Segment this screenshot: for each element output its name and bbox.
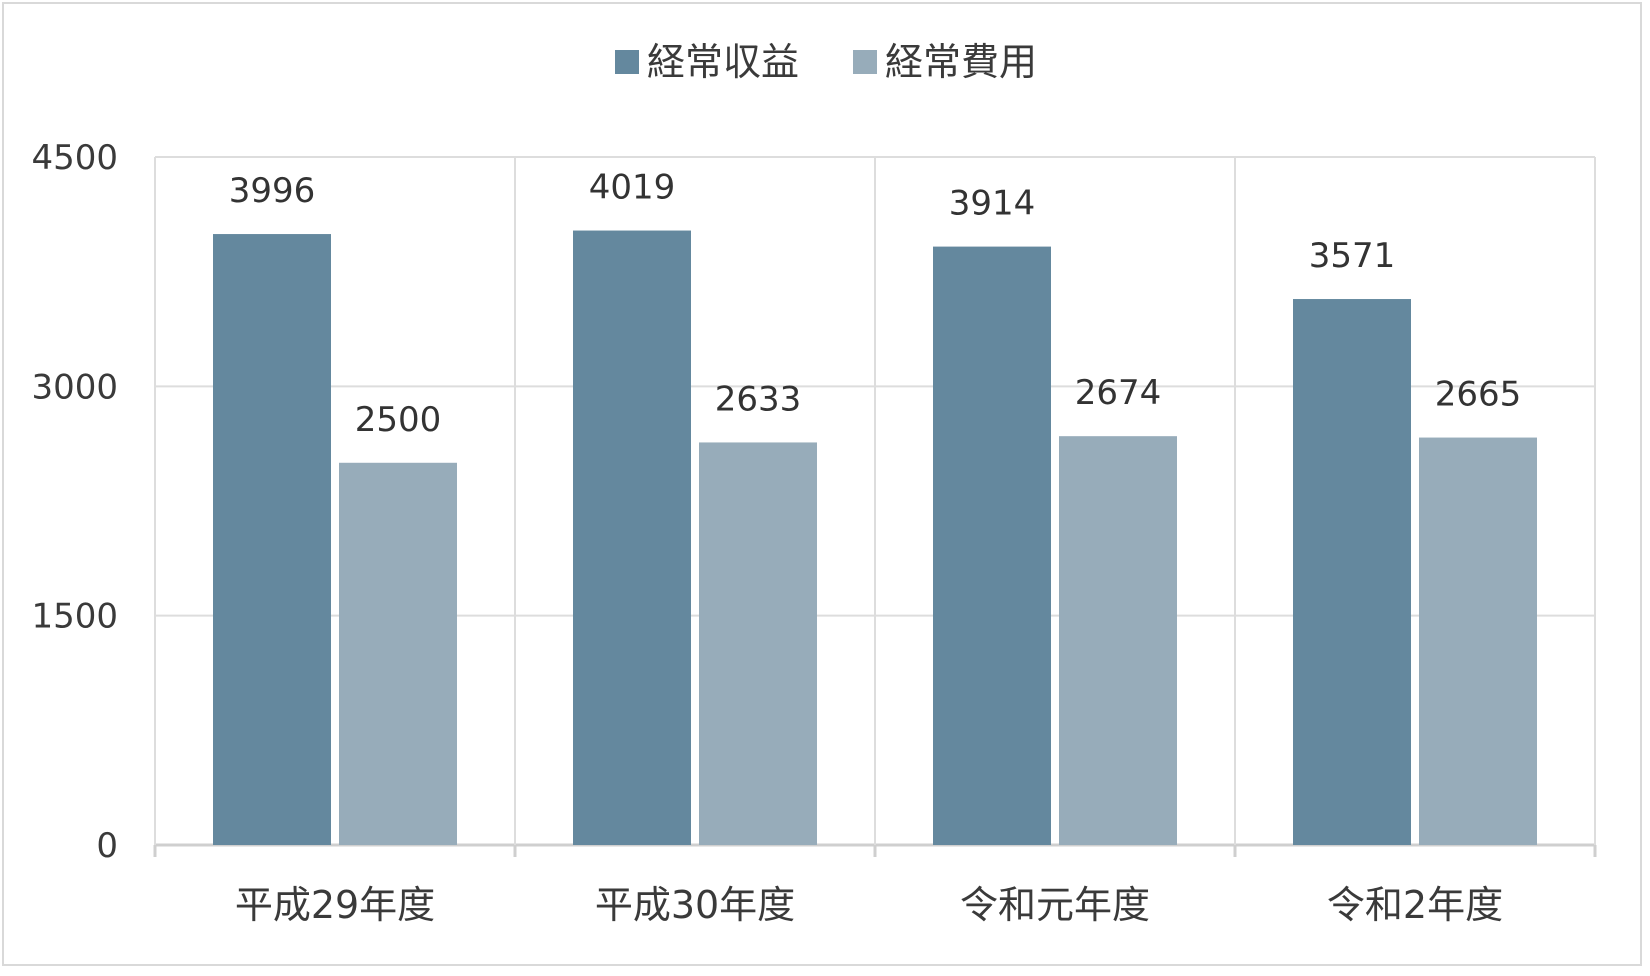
data-label: 2665 xyxy=(1435,375,1522,415)
bar-expense xyxy=(339,462,457,845)
y-tick-label: 0 xyxy=(96,826,118,866)
data-label: 3571 xyxy=(1309,236,1396,276)
labels-layer: 0 1500 3000 4500 3996 2500 平成29年度 4019 2633 平成30年… xyxy=(31,138,1521,927)
bar-revenue xyxy=(573,230,691,845)
y-tick-label: 1500 xyxy=(31,597,118,637)
legend-swatch xyxy=(615,50,639,74)
data-label: 3996 xyxy=(229,171,316,211)
x-category-label: 平成29年度 xyxy=(235,883,435,927)
x-category-label: 令和元年度 xyxy=(960,883,1150,927)
legend-label: 経常費用 xyxy=(885,40,1037,84)
data-label: 2500 xyxy=(355,400,442,440)
legend: 経常収益 経常費用 xyxy=(615,40,1037,84)
data-label: 3914 xyxy=(949,184,1036,224)
x-category-label: 令和2年度 xyxy=(1327,883,1503,927)
bar-revenue xyxy=(213,234,331,845)
y-tick-label: 4500 xyxy=(31,138,118,178)
legend-swatch xyxy=(853,50,877,74)
y-tick-label: 3000 xyxy=(31,367,118,407)
bar-expense xyxy=(1419,437,1537,845)
x-category-label: 平成30年度 xyxy=(595,883,795,927)
bar-expense xyxy=(1059,436,1177,845)
data-label: 2633 xyxy=(715,379,802,419)
bar-revenue xyxy=(1293,299,1411,845)
data-label: 2674 xyxy=(1075,373,1162,413)
legend-label: 経常収益 xyxy=(647,40,799,84)
data-label: 4019 xyxy=(589,168,676,208)
bar-expense xyxy=(699,442,817,845)
bar-revenue xyxy=(933,246,1051,845)
bars-layer xyxy=(213,230,1537,845)
